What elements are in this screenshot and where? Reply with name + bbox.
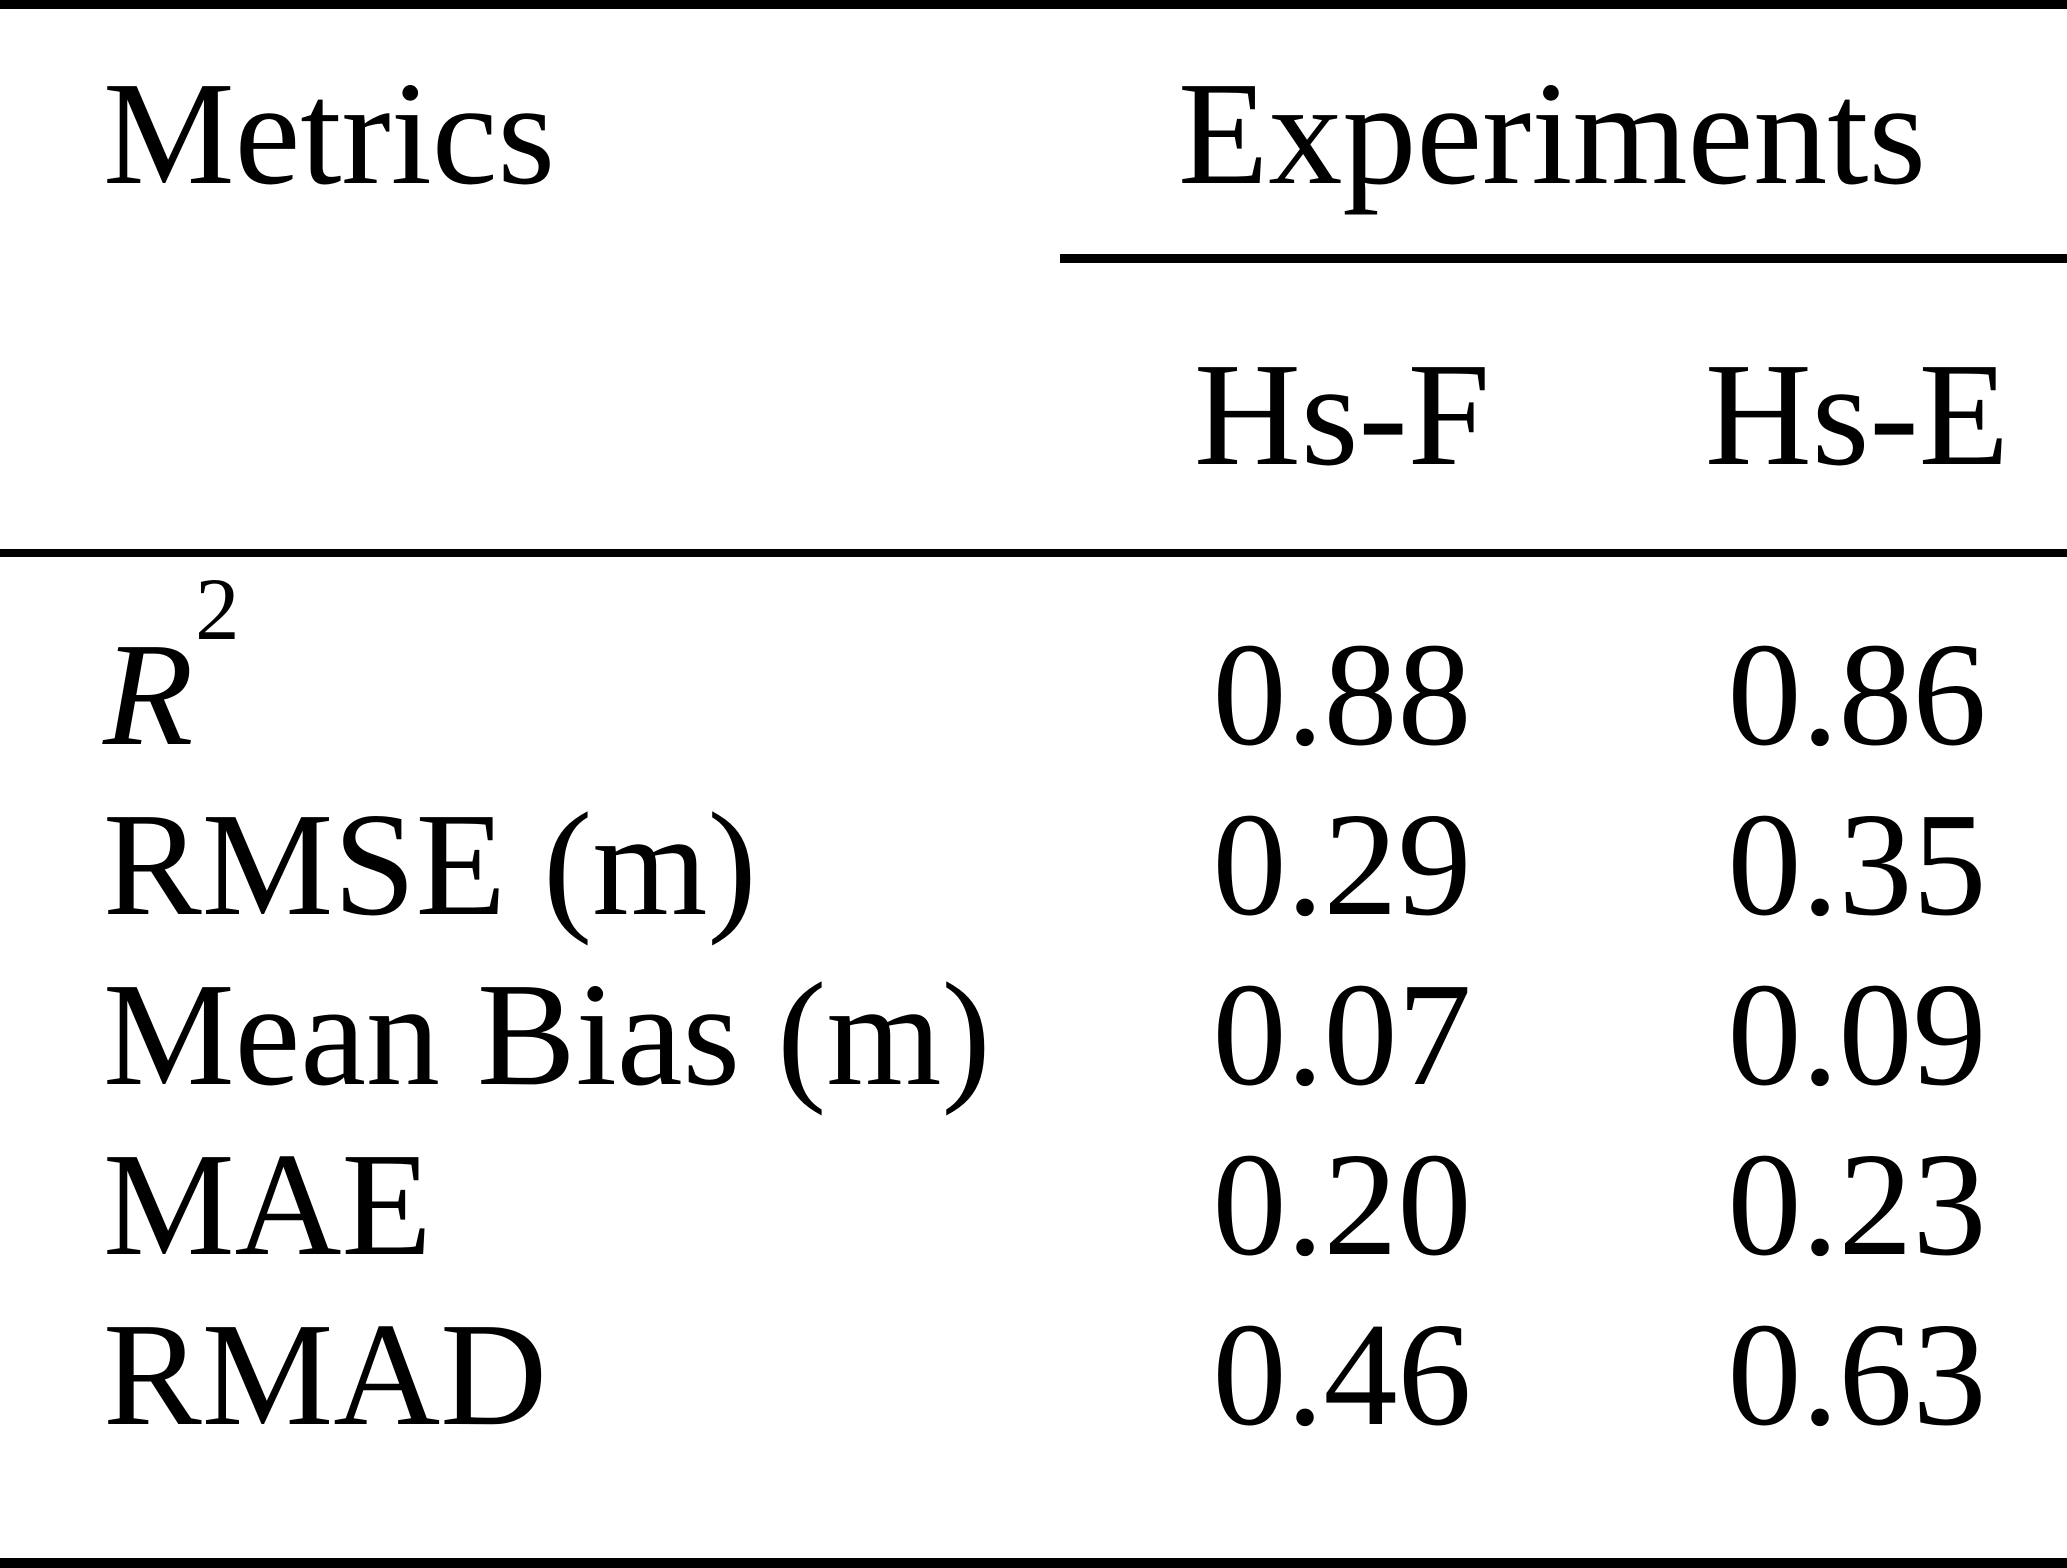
top-rule [0, 0, 2067, 9]
value-rmad-hs-e: 0.63 [1727, 1293, 1987, 1457]
r-squared-exponent: 2 [195, 560, 240, 659]
row-label-mae: MAE [103, 1123, 432, 1287]
value-r-squared-hs-e: 0.86 [1727, 613, 1987, 777]
value-rmad-hs-f: 0.46 [1212, 1293, 1472, 1457]
row-label-mean-bias: Mean Bias (m) [103, 953, 991, 1117]
value-mae-hs-e: 0.23 [1727, 1123, 1987, 1287]
experiments-underline-rule [1060, 254, 2067, 263]
column-header-hs-f: Hs-F [1193, 333, 1491, 497]
row-label-r-squared: R2 [0, 565, 1037, 769]
row-label-rmse: RMSE (m) [103, 783, 757, 947]
table-row-mean-bias: Mean Bias (m) 0.07 0.09 [0, 961, 2067, 1109]
value-mae-hs-f: 0.20 [1212, 1123, 1472, 1287]
table-row-r-squared: R2 0.88 0.86 [0, 565, 2067, 777]
bottom-rule [0, 1558, 2067, 1568]
header-row-group: Metrics Experiments [0, 60, 2067, 208]
row-label-rmad: RMAD [103, 1293, 548, 1457]
column-header-hs-e: Hs-E [1704, 333, 2010, 497]
value-rmse-hs-e: 0.35 [1727, 783, 1987, 947]
experiments-group-header: Experiments [1177, 52, 1927, 216]
metrics-column-header: Metrics [103, 52, 556, 216]
header-row-columns: Hs-F Hs-E [0, 341, 2067, 489]
empty-header-cell [0, 341, 1037, 489]
value-mean-bias-hs-e: 0.09 [1727, 953, 1987, 1117]
table-row-rmse: RMSE (m) 0.29 0.35 [0, 791, 2067, 939]
table-row-mae: MAE 0.20 0.23 [0, 1131, 2067, 1279]
r-squared-base: R [103, 613, 194, 777]
value-rmse-hs-f: 0.29 [1212, 783, 1472, 947]
value-r-squared-hs-f: 0.88 [1212, 613, 1472, 777]
value-mean-bias-hs-f: 0.07 [1212, 953, 1472, 1117]
header-body-divider-rule [0, 549, 2067, 557]
table-row-rmad: RMAD 0.46 0.63 [0, 1301, 2067, 1449]
